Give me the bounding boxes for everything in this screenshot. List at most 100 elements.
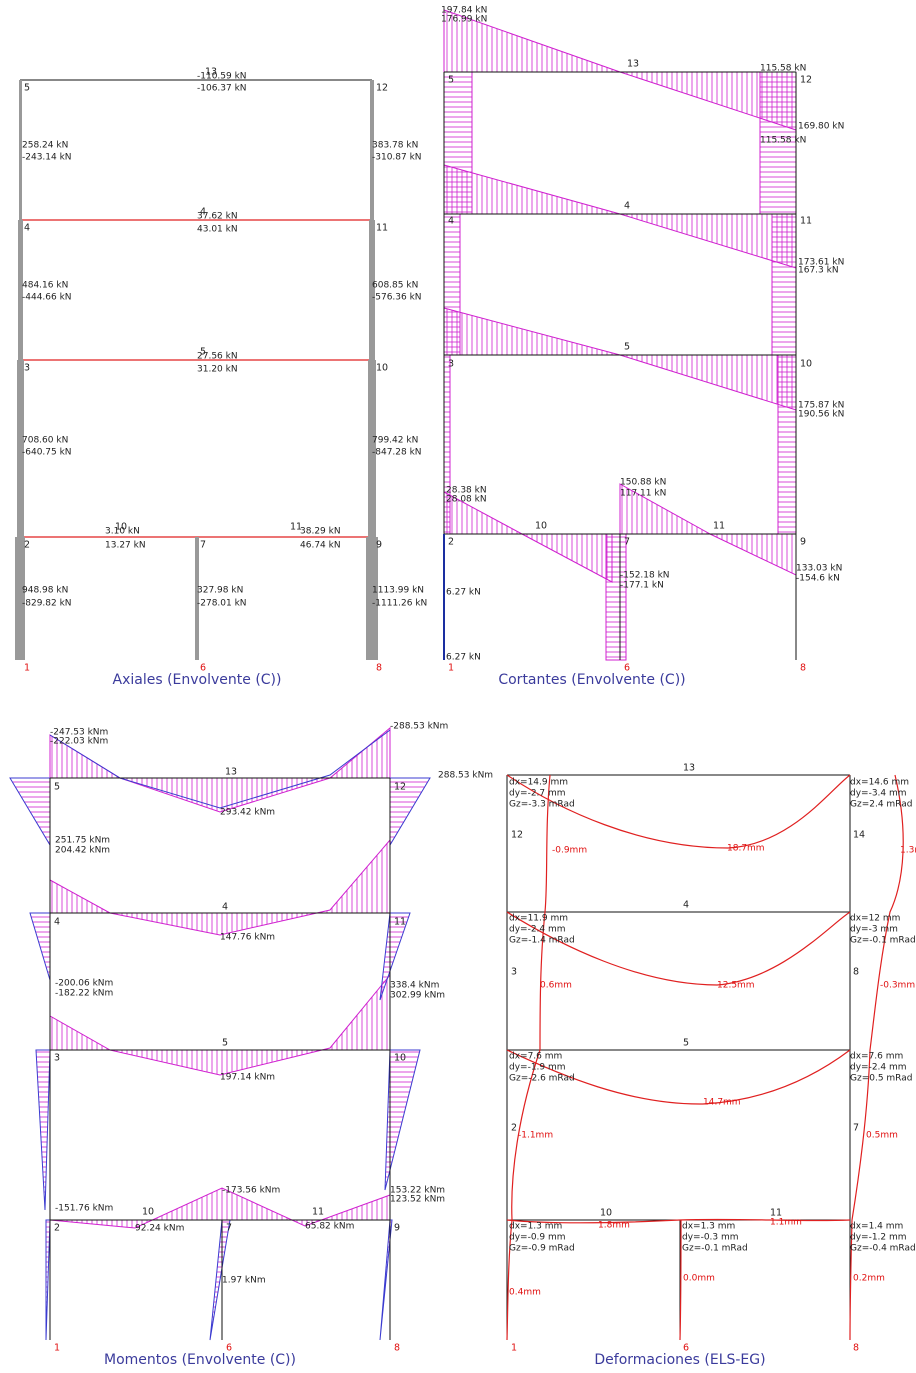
column-shear	[444, 214, 460, 355]
node-text: 10	[800, 359, 812, 370]
label-text: -310.87 kN	[372, 153, 422, 163]
node-text: 2	[24, 540, 30, 551]
node-text: 10	[600, 1208, 612, 1219]
deformaciones-panel	[507, 775, 903, 1340]
node-text: 2	[54, 1223, 60, 1234]
def-text: 0.6mm	[540, 981, 572, 991]
node-text: 1	[54, 1343, 60, 1354]
def-text: -0.3mm	[880, 981, 915, 991]
label-text: Gz=-0.1 mRad	[682, 1244, 748, 1254]
node-text: 14	[853, 830, 865, 841]
label-text: dy=-3 mm	[850, 925, 898, 935]
node-text: 3	[54, 1053, 60, 1064]
def-text: 14.7mm	[703, 1098, 741, 1108]
structure-diagrams: 51241131027916813451011-110.59 kN-106.37…	[0, 0, 916, 1373]
label-text: 484.16 kN	[22, 281, 68, 291]
node-text: 9	[376, 540, 382, 551]
def-text: 0.2mm	[853, 1274, 885, 1284]
label-text: 117.11 kN	[620, 489, 666, 499]
label-text: dy=-2.4 mm	[509, 925, 566, 935]
node-text: 11	[800, 216, 812, 227]
def-text: 1.3mm	[900, 846, 916, 856]
node-text: 2	[448, 537, 454, 548]
shear-area	[522, 534, 612, 582]
node-text: 7	[226, 1223, 232, 1234]
node-text: 5	[624, 342, 630, 353]
node-text: 4	[54, 917, 60, 928]
label-text: -152.18 kN	[620, 571, 670, 581]
shear-area	[710, 534, 796, 575]
label-text: 133.03 kN	[796, 564, 842, 574]
label-text: 1.97 kNm	[222, 1276, 266, 1286]
def-text: 12.5mm	[717, 981, 755, 991]
label-text: 799.42 kN	[372, 436, 418, 446]
label-text: Gz=-0.1 mRad	[850, 936, 916, 946]
label-text: 302.99 kNm	[390, 991, 445, 1001]
label-text: 3.10 kN	[105, 527, 140, 537]
label-text: -829.82 kN	[22, 599, 72, 609]
def-text: 0.0mm	[683, 1274, 715, 1284]
label-text: -182.22 kNm	[55, 989, 113, 999]
label-text: 37.62 kN	[197, 212, 238, 222]
node-text: 4	[448, 216, 454, 227]
label-text: dx=7.6 mm	[850, 1052, 903, 1062]
node-text: 13	[225, 767, 237, 778]
label-text: 46.74 kN	[300, 541, 341, 551]
node-text: 3	[24, 363, 30, 374]
label-text: -288.53 kNm	[390, 722, 448, 732]
label-text: dy=-2.7 mm	[509, 789, 566, 799]
label-text: -847.28 kN	[372, 448, 422, 458]
label-text: 6.27 kN	[446, 653, 481, 663]
momentos-panel	[10, 728, 430, 1340]
node-text: 11	[312, 1207, 324, 1218]
node-text: 8	[853, 1343, 859, 1354]
label-text: Gz=-0.4 mRad	[850, 1244, 916, 1254]
node-text: 11	[713, 521, 725, 532]
label-text: 288.53 kNm	[438, 771, 493, 781]
label-text: 38.29 kN	[300, 527, 341, 537]
def-text: 1.8mm	[598, 1221, 630, 1231]
node-text: 8	[853, 967, 859, 978]
label-text: dy=-1.2 mm	[850, 1233, 907, 1243]
node-text: 4	[222, 902, 228, 913]
label-text: -173.56 kNm	[222, 1186, 280, 1196]
label-text: 327.98 kN	[197, 586, 243, 596]
node-text: 10	[142, 1207, 154, 1218]
label-text: dx=14.9 mm	[509, 778, 568, 788]
label-text: 608.85 kN	[372, 281, 418, 291]
shear-area	[620, 214, 796, 268]
label-text: dy=-1.9 mm	[509, 1063, 566, 1073]
label-text: -222.03 kNm	[50, 737, 108, 747]
label-text: 1113.99 kN	[372, 586, 424, 596]
label-text: -200.06 kNm	[55, 979, 113, 989]
label-text: 6.27 kN	[446, 588, 481, 598]
title-text: Cortantes (Envolvente (C))	[498, 672, 685, 688]
label-text: Gz=0.5 mRad	[850, 1074, 912, 1084]
label-text: 31.20 kN	[197, 365, 238, 375]
label-text: 338.4 kNm	[390, 981, 439, 991]
node-text: 12	[800, 75, 812, 86]
node-text: 3	[511, 967, 517, 978]
label-text: 190.56 kN	[798, 410, 844, 420]
label-text: Gz=-3.3 mRad	[509, 800, 575, 810]
column-shear	[606, 534, 626, 660]
label-text: 169.80 kN	[798, 122, 844, 132]
label-text: dy=-3.4 mm	[850, 789, 907, 799]
label-text: dx=1.3 mm	[682, 1222, 735, 1232]
node-text: 10	[376, 363, 388, 374]
label-text: 251.75 kNm	[55, 836, 110, 846]
label-text: 258.24 kN	[22, 141, 68, 151]
node-text: 4	[683, 900, 689, 911]
node-text: 12	[394, 782, 406, 793]
node-text: 11	[394, 917, 406, 928]
label-text: -154.6 kN	[796, 574, 840, 584]
node-text: 1	[511, 1343, 517, 1354]
label-text: -177.1 kN	[620, 581, 664, 591]
label-text: Gz=-0.9 mRad	[509, 1244, 575, 1254]
node-text: 13	[627, 59, 639, 70]
node-text: 5	[448, 75, 454, 86]
label-text: Gz=-2.6 mRad	[509, 1074, 575, 1084]
label-text: 43.01 kN	[197, 225, 238, 235]
label-text: 27.56 kN	[197, 352, 238, 362]
cortantes-panel	[444, 10, 796, 660]
